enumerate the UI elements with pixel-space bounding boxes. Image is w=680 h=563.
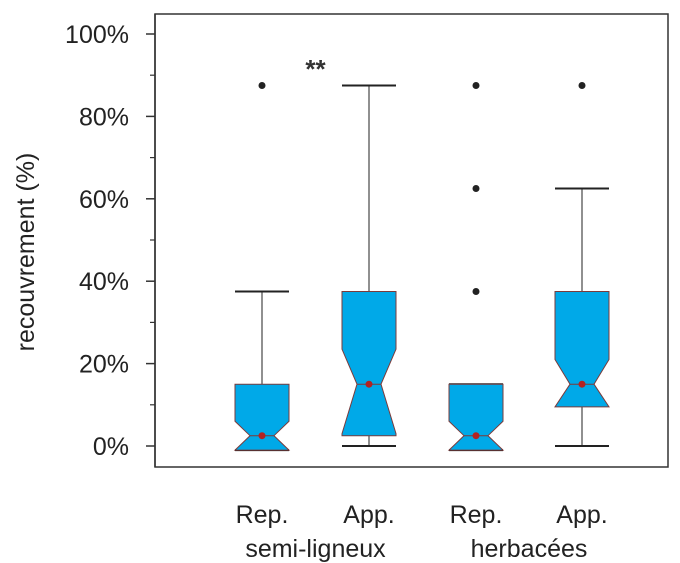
box-body <box>233 383 291 451</box>
y-tick-label: 80% <box>79 103 129 131</box>
x-category-label: App. <box>556 501 607 529</box>
x-group-label: herbacées <box>471 535 588 563</box>
y-axis-ticks: 0% 20% 40% 60% 80% 100% <box>65 21 155 461</box>
y-axis-label: recouvrement (%) <box>12 153 40 352</box>
mean-marker <box>365 380 373 388</box>
mean-marker <box>258 432 266 440</box>
y-tick-label: 0% <box>93 433 129 461</box>
boxes-layer <box>233 82 610 452</box>
x-category-label: App. <box>343 501 394 529</box>
box-2 <box>341 84 397 447</box>
y-tick-label: 60% <box>79 186 129 214</box>
box-body <box>341 291 397 437</box>
x-category-labels: Rep. App. Rep. App. <box>236 501 608 529</box>
outlier-point <box>472 288 480 295</box>
x-group-label: semi-ligneux <box>245 535 386 563</box>
mean-marker <box>578 380 586 388</box>
mean-marker <box>472 432 480 440</box>
outlier-point <box>258 82 266 89</box>
annotations-layer: ** <box>305 54 326 84</box>
significance-annotation: ** <box>305 54 326 84</box>
x-category-label: Rep. <box>236 501 289 529</box>
box-4 <box>554 82 610 447</box>
y-tick-label: 100% <box>65 21 129 49</box>
outlier-point <box>578 82 586 89</box>
y-tick-label: 20% <box>79 351 129 379</box>
outlier-point <box>472 185 480 192</box>
y-tick-label: 40% <box>79 268 129 296</box>
outlier-point <box>472 82 480 89</box>
x-category-label: Rep. <box>450 501 503 529</box>
box-1 <box>233 82 291 452</box>
box-body <box>554 291 610 408</box>
x-group-labels: semi-ligneux herbacées <box>245 535 587 563</box>
box-3 <box>447 82 505 452</box>
box-body <box>447 383 505 451</box>
